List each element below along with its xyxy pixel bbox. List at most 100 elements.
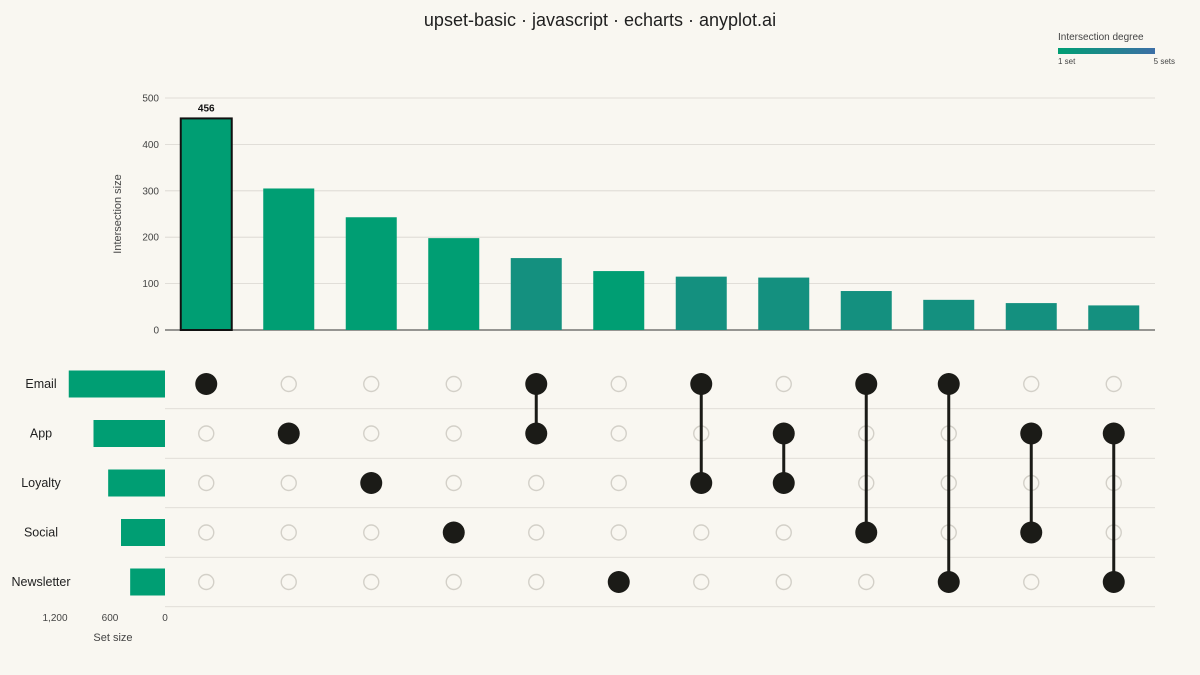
matrix-dot-inactive (363, 425, 380, 442)
matrix-dot-inactive (445, 474, 462, 492)
y-tick-label: 300 (142, 186, 159, 197)
set-label: Newsletter (11, 575, 70, 589)
matrix-dot-active (690, 472, 713, 494)
intersection-bar (263, 188, 315, 330)
matrix-dot-inactive (198, 474, 215, 492)
matrix-dot-active (855, 521, 878, 544)
intersection-bar (1005, 303, 1057, 330)
intersection-bar (923, 299, 975, 330)
matrix-dot-active (360, 472, 383, 494)
set-size-bar (108, 469, 165, 497)
intersection-bar (345, 217, 397, 330)
intersection-matrix (195, 373, 1125, 593)
matrix-dot-active (1020, 422, 1043, 445)
bar-y-axis-title: Intersection size (112, 174, 124, 253)
matrix-dot-inactive (445, 375, 462, 393)
matrix-dot-inactive (445, 573, 462, 591)
set-size-bar (68, 370, 165, 398)
matrix-dot-active (1020, 521, 1043, 544)
matrix-dot-inactive (610, 375, 627, 393)
matrix-dot-active (442, 521, 465, 544)
intersection-bars: 456 (179, 103, 1140, 331)
matrix-dot-inactive (610, 474, 627, 492)
matrix-dot-inactive (363, 524, 380, 541)
matrix-dot-active (690, 373, 713, 395)
matrix-grid (165, 408, 1155, 608)
matrix-dot-inactive (528, 573, 545, 591)
matrix-dot-inactive (858, 573, 875, 591)
matrix-dot-inactive (445, 425, 462, 442)
matrix-dot-inactive (280, 524, 297, 541)
matrix-dot-active (277, 422, 300, 445)
y-tick-label: 100 (142, 279, 159, 290)
matrix-dot-inactive (280, 375, 297, 393)
y-tick-label: 0 (153, 326, 159, 337)
matrix-dot-inactive (610, 524, 627, 541)
matrix-dot-inactive (280, 474, 297, 492)
intersection-bar (179, 117, 233, 331)
matrix-dot-active (772, 472, 795, 494)
legend-max-label: 5 sets (1154, 57, 1175, 66)
matrix-dot-inactive (528, 474, 545, 492)
intersection-bar (510, 258, 562, 330)
matrix-dot-inactive (775, 375, 792, 393)
matrix-dot-inactive (363, 573, 380, 591)
set-size-axis-title: Set size (93, 632, 132, 644)
matrix-dot-active (937, 571, 960, 593)
matrix-dot-active (855, 373, 878, 395)
matrix-dot-inactive (693, 573, 710, 591)
intersection-bar (840, 291, 892, 330)
matrix-dot-inactive (1023, 573, 1040, 591)
set-size-bars (68, 370, 165, 596)
matrix-dot-inactive (198, 425, 215, 442)
set-labels: Email App Loyalty Social Newsletter (11, 377, 70, 589)
matrix-dot-active (525, 422, 548, 445)
matrix-dot-inactive (1105, 375, 1122, 393)
matrix-dot-active (772, 422, 795, 445)
y-tick-label: 400 (142, 140, 159, 151)
intersection-bar (428, 238, 480, 330)
set-size-ticks: 1,200 600 0 (42, 613, 168, 624)
matrix-dot-active (195, 373, 218, 395)
y-tick-label: 200 (142, 233, 159, 244)
set-label: App (30, 427, 52, 441)
legend-min-label: 1 set (1058, 57, 1076, 66)
matrix-dot-inactive (198, 524, 215, 541)
legend-title: Intersection degree (1058, 32, 1144, 43)
set-label: Loyalty (21, 476, 61, 490)
set-size-tick-label: 600 (102, 613, 119, 624)
set-size-tick-label: 0 (162, 613, 168, 624)
bar-y-ticks: 0 100 200 300 400 500 (142, 94, 159, 337)
intersection-bar (675, 276, 727, 330)
matrix-dot-inactive (528, 524, 545, 541)
set-size-bar (121, 519, 165, 546)
intersection-bar (758, 277, 810, 330)
matrix-dot-inactive (775, 524, 792, 541)
set-label: Social (24, 526, 58, 540)
matrix-dot-active (937, 373, 960, 395)
legend-gradient-bar (1058, 48, 1155, 54)
y-tick-label: 500 (142, 94, 159, 105)
matrix-dot-inactive (280, 573, 297, 591)
matrix-dot-inactive (1023, 375, 1040, 393)
matrix-dot-active (525, 373, 548, 395)
intersection-bar (1088, 305, 1140, 330)
bar-value-label: 456 (198, 103, 215, 114)
matrix-dot-inactive (363, 375, 380, 393)
set-size-bar (130, 568, 165, 596)
intersection-bar (593, 271, 645, 330)
chart-title: upset-basic · javascript · echarts · any… (424, 10, 776, 30)
matrix-dot-inactive (775, 573, 792, 591)
matrix-dot-inactive (610, 425, 627, 442)
matrix-dot-active (1102, 422, 1125, 445)
set-label: Email (25, 377, 56, 391)
degree-legend: Intersection degree 1 set 5 sets (1058, 32, 1175, 66)
set-size-tick-label: 1,200 (42, 613, 67, 624)
matrix-dot-active (1102, 571, 1125, 593)
matrix-dot-inactive (693, 524, 710, 541)
bar-grid (165, 97, 1155, 331)
set-size-bar (93, 420, 165, 447)
matrix-dot-inactive (198, 573, 215, 591)
matrix-dot-active (607, 571, 630, 593)
